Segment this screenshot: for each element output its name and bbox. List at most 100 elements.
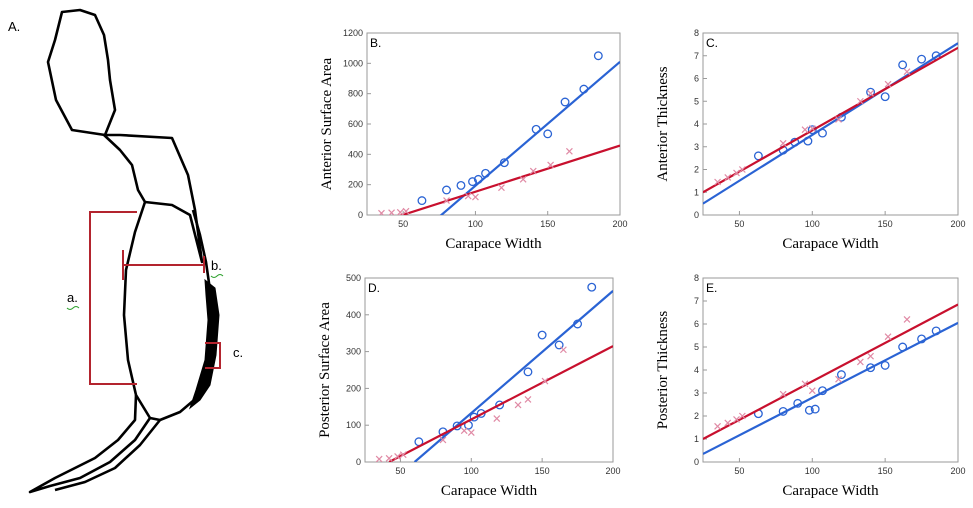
- claw-body-outline: [122, 201, 216, 422]
- circle-point: [573, 319, 583, 329]
- y-tick-label: 800: [348, 89, 363, 99]
- circle-point: [593, 51, 603, 61]
- circle-point: [917, 334, 927, 344]
- x-point: [779, 390, 787, 398]
- circle-point: [818, 386, 827, 396]
- y-tick-label: 600: [348, 119, 363, 129]
- label-a-underline: [66, 306, 80, 310]
- blue-fit-line: [703, 321, 958, 455]
- circle-point: [523, 367, 533, 377]
- panel-label: E.: [706, 281, 717, 295]
- circle-point: [537, 330, 547, 340]
- x-point: [733, 169, 740, 177]
- x-point: [399, 451, 407, 459]
- x-point: [472, 193, 479, 201]
- x-point: [801, 380, 809, 388]
- blue-fit-line: [413, 290, 613, 462]
- red-fit-line: [388, 345, 613, 462]
- circle-point: [818, 128, 827, 138]
- x-point: [738, 412, 746, 420]
- x-tick-label: 150: [878, 466, 893, 476]
- bracket-c: [205, 342, 221, 369]
- x-point: [779, 139, 787, 147]
- y-axis-label: Posterior Thickness: [655, 311, 671, 430]
- x-tick-label: 200: [612, 219, 627, 229]
- circle-point: [804, 405, 814, 415]
- y-tick-label: 8: [694, 28, 699, 38]
- x-point: [443, 197, 450, 205]
- x-point: [524, 396, 532, 403]
- y-tick-label: 4: [694, 119, 699, 129]
- chart-anterior-surface-area: 50 100 150 200 0 200 400 600 800 1000 1200 B. Carapa…: [319, 28, 628, 252]
- x-point: [724, 174, 732, 181]
- x-point: [378, 209, 385, 215]
- panel-label: C.: [706, 36, 718, 50]
- y-tick-label: 6: [694, 319, 699, 329]
- y-tick-label: 200: [346, 383, 361, 393]
- circle-point: [931, 326, 941, 336]
- x-tick-label: 200: [605, 466, 620, 476]
- claw-thick-edge: [188, 278, 220, 410]
- y-tick-label: 6: [694, 74, 699, 84]
- red-fit-line: [398, 144, 620, 215]
- x-point: [856, 358, 864, 366]
- circle-point: [543, 129, 553, 139]
- x-point: [519, 175, 527, 183]
- y-tick-label: 100: [346, 420, 361, 430]
- x-point: [385, 454, 393, 462]
- panel-label: D.: [368, 281, 380, 295]
- label-c: c.: [233, 345, 243, 360]
- circle-point: [499, 158, 509, 168]
- x-point: [714, 178, 721, 186]
- claw-middle-segment-outline: [102, 133, 204, 264]
- y-axis-label: Anterior Thickness: [655, 66, 671, 181]
- x-tick-label: 200: [950, 219, 965, 229]
- circle-point: [560, 97, 570, 107]
- y-tick-label: 300: [346, 347, 361, 357]
- y-tick-label: 1: [694, 434, 699, 444]
- x-tick-label: 150: [540, 219, 555, 229]
- panel-a-label: A.: [8, 19, 20, 34]
- x-axis-label: Carapace Width: [445, 236, 542, 252]
- x-point: [565, 147, 573, 155]
- x-point: [460, 427, 468, 435]
- x-point: [835, 116, 842, 123]
- x-tick-label: 100: [464, 466, 479, 476]
- x-point: [738, 166, 746, 173]
- label-a: a.: [67, 290, 78, 305]
- y-tick-label: 2: [694, 411, 699, 421]
- x-axis-label: Carapace Width: [782, 236, 879, 252]
- x-point: [801, 126, 809, 134]
- x-point: [884, 80, 892, 88]
- panel-label: B.: [370, 36, 381, 50]
- plot-area: [703, 303, 958, 455]
- y-tick-label: 1200: [343, 28, 363, 38]
- chart-anterior-thickness: 50 100 150 200 0 1 2 3 4 5 6 7 8 C. Carapace Width Ante…: [655, 28, 966, 252]
- x-point: [514, 401, 522, 409]
- x-tick-label: 50: [734, 466, 744, 476]
- y-tick-label: 4: [694, 365, 699, 375]
- x-tick-label: 200: [950, 466, 965, 476]
- x-tick-label: 150: [878, 219, 893, 229]
- plot-frame: [364, 277, 614, 463]
- circle-point: [866, 363, 876, 373]
- blue-fit-line: [703, 42, 958, 205]
- x-point: [394, 453, 402, 460]
- x-point: [559, 346, 567, 354]
- x-tick-label: 100: [805, 466, 820, 476]
- plot-frame: [366, 32, 621, 216]
- circle-point: [473, 174, 483, 184]
- y-tick-label: 0: [694, 210, 699, 220]
- claw-upper-segment-outline: [46, 8, 117, 137]
- x-point: [733, 416, 740, 423]
- y-tick-label: 7: [694, 51, 699, 61]
- x-point: [493, 415, 501, 423]
- red-fit-line: [703, 46, 958, 194]
- x-tick-label: 50: [395, 466, 405, 476]
- circle-point: [898, 60, 908, 70]
- y-axis-label: Anterior Surface Area: [319, 57, 335, 190]
- y-tick-label: 500: [346, 273, 361, 283]
- x-point: [808, 387, 816, 395]
- circle-point: [793, 398, 803, 408]
- x-point: [884, 333, 892, 341]
